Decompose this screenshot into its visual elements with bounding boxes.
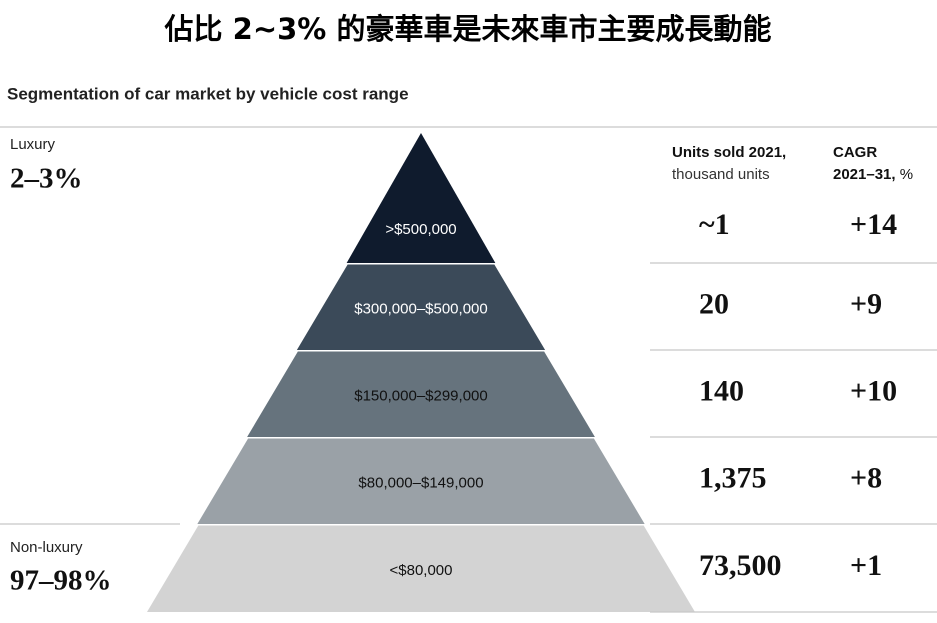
segment-name: Non-luxury [10,539,83,556]
column-header: thousand units [672,166,770,183]
units-value: 20 [699,287,729,320]
column-header: CAGR [833,144,877,161]
cagr-value: +9 [850,287,882,320]
units-value: 1,375 [699,461,767,494]
pyramid-tier [197,438,645,524]
title: 佔比 2~3% 的豪華車是未來車市主要成長動能 [164,12,772,46]
tier-range: >$500,000 [385,221,456,238]
cagr-value: +1 [850,549,882,582]
pyramid-tier [147,525,695,612]
tier-range: $150,000–$299,000 [354,387,487,404]
column-header: 2021–31, % [833,166,913,183]
column-header: Units sold 2021, [672,144,786,161]
units-value: 140 [699,374,744,407]
segment-name: Luxury [10,136,56,153]
tier-range: $80,000–$149,000 [358,474,483,491]
tier-range: $300,000–$500,000 [354,300,487,317]
cagr-value: +8 [850,461,882,494]
units-value: ~1 [699,208,730,241]
cagr-value: +10 [850,374,897,407]
units-value: 73,500 [699,549,782,582]
pyramid-tier [346,133,496,263]
segment-share: 97–98% [10,565,112,597]
pyramid-tier [296,264,546,350]
cagr-value: +14 [850,208,897,241]
subtitle: Segmentation of car market by vehicle co… [7,84,409,103]
pyramid-tier [247,351,595,437]
tier-range: <$80,000 [390,562,453,579]
segment-share: 2–3% [10,163,83,195]
